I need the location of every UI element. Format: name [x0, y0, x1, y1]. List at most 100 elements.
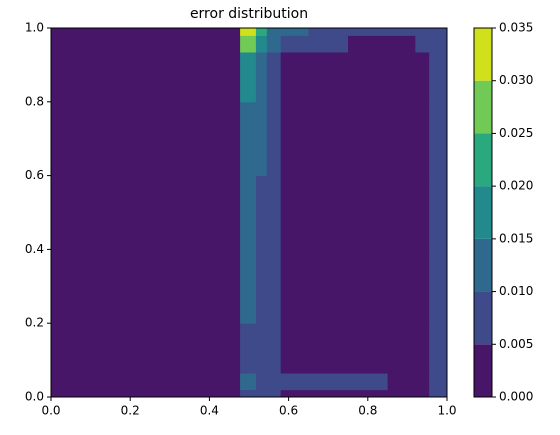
- contour-cell: [280, 373, 309, 391]
- contour-cell: [90, 249, 131, 324]
- contour-cell: [209, 249, 241, 324]
- contour-cell: [439, 249, 448, 324]
- contour-cell: [439, 323, 448, 374]
- colorbar-frame: [473, 27, 493, 398]
- contour-cell: [209, 175, 241, 250]
- colorbar-band: [474, 28, 492, 81]
- contour-cell: [209, 389, 241, 398]
- contour-cell: [429, 101, 440, 177]
- contour-cell: [308, 175, 349, 250]
- contour-cell: [266, 389, 282, 398]
- contour-cell: [169, 35, 210, 53]
- contour-cell: [280, 389, 309, 398]
- colorbar-band: [474, 344, 492, 397]
- contour-cell: [90, 28, 131, 36]
- contour-cell: [255, 373, 268, 391]
- contour-cell: [240, 389, 257, 398]
- contour-cell: [90, 101, 131, 177]
- contour-cell: [387, 28, 416, 36]
- contour-cell: [439, 373, 448, 391]
- contour-cell: [130, 101, 171, 177]
- contour-cell: [439, 175, 448, 250]
- contour-cell: [169, 373, 210, 391]
- colorbar-tick-label: 0.035: [499, 21, 533, 35]
- x-tick-label: 1.0: [437, 404, 456, 418]
- contour-cell: [169, 389, 210, 398]
- contour-cell: [266, 28, 282, 36]
- contour-cell: [387, 175, 416, 250]
- contour-cell: [169, 323, 210, 374]
- contour-cell: [255, 249, 268, 324]
- contour-cell: [387, 373, 416, 391]
- contour-cell: [209, 373, 241, 391]
- contour-cell: [130, 249, 171, 324]
- contour-cell: [280, 175, 309, 250]
- contour-cell: [439, 28, 448, 36]
- contour-cell: [130, 373, 171, 391]
- contour-cell: [348, 35, 389, 53]
- contour-cell: [387, 323, 416, 374]
- contour-cell: [169, 28, 210, 36]
- contour-cell: [90, 373, 131, 391]
- contour-cell: [266, 35, 282, 53]
- y-tick-label: 0.0: [25, 390, 44, 404]
- contour-cell: [415, 101, 430, 177]
- contour-cell: [308, 28, 349, 36]
- contour-cell: [308, 51, 349, 103]
- contour-cell: [255, 28, 268, 36]
- contour-cell: [266, 249, 282, 324]
- contour-cell: [348, 101, 389, 177]
- contour-cell: [130, 51, 171, 103]
- colorbar-band: [474, 186, 492, 239]
- contour-cell: [51, 175, 92, 250]
- contour-cell: [429, 323, 440, 374]
- contour-cell: [415, 323, 430, 374]
- contour-cell: [240, 51, 257, 103]
- contour-cell: [280, 323, 309, 374]
- contour-cell: [240, 28, 257, 36]
- contour-cell: [255, 35, 268, 53]
- contour-cell: [130, 389, 171, 398]
- contour-cell: [387, 35, 416, 53]
- contour-cell: [255, 101, 268, 177]
- contour-cell: [255, 389, 268, 398]
- contour-cell: [130, 35, 171, 53]
- contour-cell: [209, 51, 241, 103]
- contour-cell: [266, 101, 282, 177]
- contour-cell: [90, 389, 131, 398]
- contour-cell: [130, 28, 171, 36]
- contour-cell: [266, 373, 282, 391]
- contour-cell: [429, 51, 440, 103]
- contour-cell: [387, 101, 416, 177]
- contour-cell: [429, 373, 440, 391]
- contour-cell: [209, 28, 241, 36]
- contour-cell: [209, 101, 241, 177]
- contour-cell: [240, 101, 257, 177]
- colorbar-band: [474, 80, 492, 134]
- contour-cell: [51, 101, 92, 177]
- contour-cell: [280, 249, 309, 324]
- contour-cell: [348, 51, 389, 103]
- contour-cell: [308, 101, 349, 177]
- contour-cell: [240, 323, 257, 374]
- x-tick-label: 0.0: [41, 404, 60, 418]
- contour-cell: [308, 373, 349, 391]
- contour-cell: [308, 35, 349, 53]
- contour-cell: [415, 35, 430, 53]
- y-tick-label: 1.0: [25, 21, 44, 35]
- contour-cell: [240, 373, 257, 391]
- colorbar-band: [474, 291, 492, 345]
- contour-cell: [439, 389, 448, 398]
- contour-cell: [266, 175, 282, 250]
- y-tick-label: 0.4: [25, 242, 44, 256]
- contour-cell: [387, 249, 416, 324]
- contour-cell: [348, 175, 389, 250]
- contour-cell: [51, 51, 92, 103]
- contour-cell: [255, 51, 268, 103]
- contour-cell: [280, 28, 309, 36]
- contour-cell: [308, 389, 349, 398]
- contour-cell: [348, 249, 389, 324]
- contour-cell: [240, 175, 257, 250]
- contour-cell: [439, 101, 448, 177]
- x-tick-label: 0.8: [358, 404, 377, 418]
